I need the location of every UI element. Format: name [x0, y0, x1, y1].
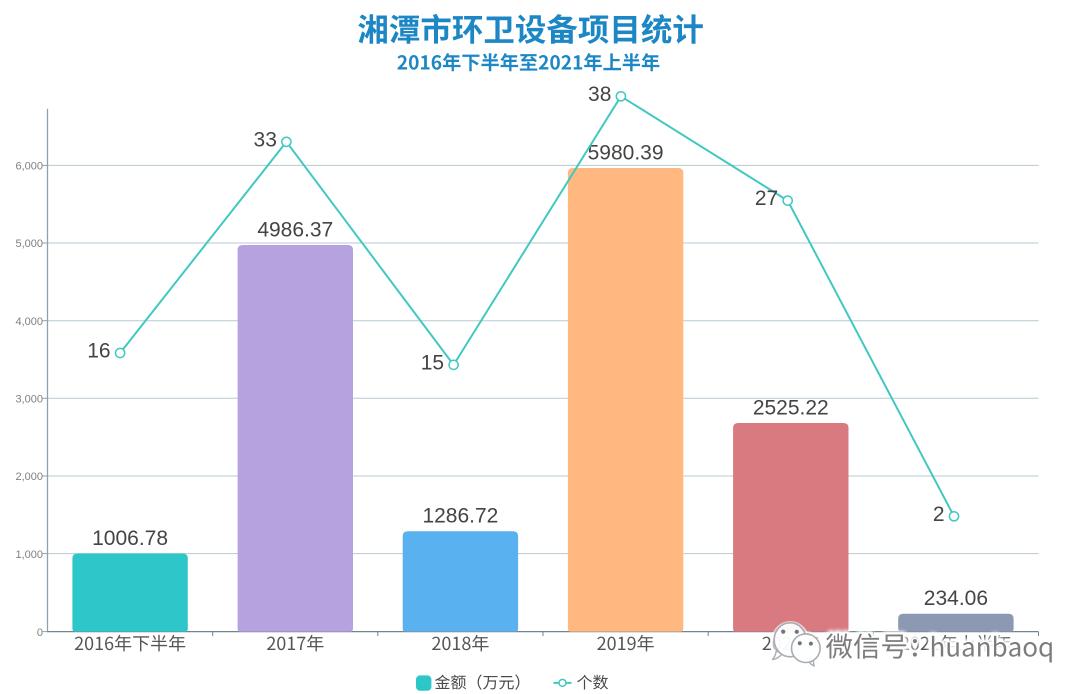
svg-text:4986.37: 4986.37 [257, 218, 333, 241]
svg-text:2,000: 2,000 [15, 471, 43, 483]
svg-text:16: 16 [87, 340, 110, 363]
svg-text:1286.72: 1286.72 [422, 505, 498, 528]
svg-text:1,000: 1,000 [15, 549, 43, 561]
svg-text:2: 2 [933, 503, 945, 526]
svg-text:5,000: 5,000 [15, 238, 43, 250]
svg-text:3,000: 3,000 [15, 394, 43, 406]
svg-text:0: 0 [37, 627, 43, 639]
svg-text:27: 27 [755, 187, 778, 210]
svg-text:6,000: 6,000 [15, 161, 43, 173]
svg-text:2525.22: 2525.22 [753, 396, 829, 419]
svg-text:5980.39: 5980.39 [588, 141, 664, 164]
svg-text:15: 15 [421, 352, 444, 375]
svg-text:33: 33 [254, 128, 277, 151]
svg-text:4,000: 4,000 [15, 316, 43, 328]
svg-text:234.06: 234.06 [924, 587, 988, 610]
svg-text:38: 38 [588, 83, 611, 106]
svg-text:1006.78: 1006.78 [92, 527, 168, 550]
